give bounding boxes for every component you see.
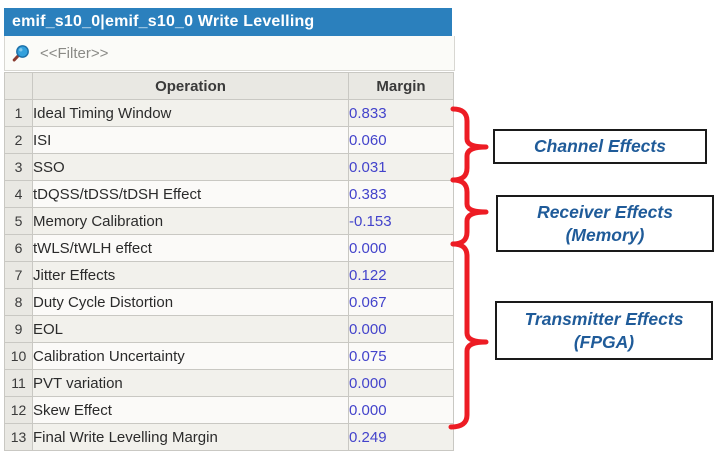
margin-cell: -0.153 (348, 207, 454, 235)
operation-cell: Final Write Levelling Margin (32, 423, 349, 451)
margin-cell: 0.000 (348, 234, 454, 262)
label-line: Channel Effects (534, 136, 666, 157)
margin-cell: 0.000 (348, 396, 454, 424)
table-row[interactable]: 8 Duty Cycle Distortion 0.067 (4, 288, 454, 316)
margin-cell: 0.067 (348, 288, 454, 316)
table-header-row: Operation Margin (4, 72, 454, 100)
operation-cell: ISI (32, 126, 349, 154)
table-row[interactable]: 4 tDQSS/tDSS/tDSH Effect 0.383 (4, 180, 454, 208)
row-number: 11 (4, 369, 33, 397)
table-row[interactable]: 1 Ideal Timing Window 0.833 (4, 99, 454, 127)
margin-cell: 0.833 (348, 99, 454, 127)
table-row[interactable]: 13 Final Write Levelling Margin 0.249 (4, 423, 454, 451)
panel-title: emif_s10_0|emif_s10_0 Write Levelling (4, 8, 452, 36)
margin-cell: 0.249 (348, 423, 454, 451)
operation-cell: tDQSS/tDSS/tDSH Effect (32, 180, 349, 208)
margin-cell: 0.075 (348, 342, 454, 370)
brace-transmitter-effects (448, 241, 489, 430)
table-row[interactable]: 2 ISI 0.060 (4, 126, 454, 154)
table-row[interactable]: 3 SSO 0.031 (4, 153, 454, 181)
operation-cell: Skew Effect (32, 396, 349, 424)
label-receiver-effects: Receiver Effects (Memory) (496, 195, 714, 252)
label-line: Receiver Effects (537, 201, 673, 222)
operation-cell: Jitter Effects (32, 261, 349, 289)
row-number-header (4, 72, 33, 100)
brace-channel-effects (450, 106, 489, 183)
column-header-operation[interactable]: Operation (32, 72, 349, 100)
margin-cell: 0.031 (348, 153, 454, 181)
row-number: 13 (4, 423, 33, 451)
label-line: Transmitter Effects (524, 308, 684, 329)
table-row[interactable]: 10 Calibration Uncertainty 0.075 (4, 342, 454, 370)
row-number: 7 (4, 261, 33, 289)
row-number: 3 (4, 153, 33, 181)
table-row[interactable]: 7 Jitter Effects 0.122 (4, 261, 454, 289)
margin-cell: 0.000 (348, 369, 454, 397)
margin-cell: 0.000 (348, 315, 454, 343)
label-transmitter-effects: Transmitter Effects (FPGA) (495, 301, 713, 360)
table-row[interactable]: 5 Memory Calibration -0.153 (4, 207, 454, 235)
margin-cell: 0.383 (348, 180, 454, 208)
label-line: (FPGA) (573, 331, 635, 352)
operation-cell: Memory Calibration (32, 207, 349, 235)
row-number: 6 (4, 234, 33, 262)
filter-bar (4, 36, 455, 71)
table-row[interactable]: 6 tWLS/tWLH effect 0.000 (4, 234, 454, 262)
write-levelling-table: Operation Margin 1 Ideal Timing Window 0… (4, 72, 454, 451)
filter-input[interactable] (38, 43, 422, 63)
margin-cell: 0.122 (348, 261, 454, 289)
margin-cell: 0.060 (348, 126, 454, 154)
operation-cell: Duty Cycle Distortion (32, 288, 349, 316)
column-header-margin[interactable]: Margin (348, 72, 454, 100)
row-number: 10 (4, 342, 33, 370)
row-number: 9 (4, 315, 33, 343)
row-number: 12 (4, 396, 33, 424)
row-number: 4 (4, 180, 33, 208)
row-number: 2 (4, 126, 33, 154)
label-channel-effects: Channel Effects (493, 129, 707, 164)
label-line: (Memory) (565, 224, 645, 245)
operation-cell: Calibration Uncertainty (32, 342, 349, 370)
brace-receiver-effects (450, 177, 489, 247)
table-row[interactable]: 9 EOL 0.000 (4, 315, 454, 343)
row-number: 5 (4, 207, 33, 235)
operation-cell: Ideal Timing Window (32, 99, 349, 127)
table-row[interactable]: 11 PVT variation 0.000 (4, 369, 454, 397)
search-icon (12, 45, 29, 62)
row-number: 1 (4, 99, 33, 127)
table-row[interactable]: 12 Skew Effect 0.000 (4, 396, 454, 424)
row-number: 8 (4, 288, 33, 316)
operation-cell: SSO (32, 153, 349, 181)
operation-cell: PVT variation (32, 369, 349, 397)
operation-cell: tWLS/tWLH effect (32, 234, 349, 262)
operation-cell: EOL (32, 315, 349, 343)
